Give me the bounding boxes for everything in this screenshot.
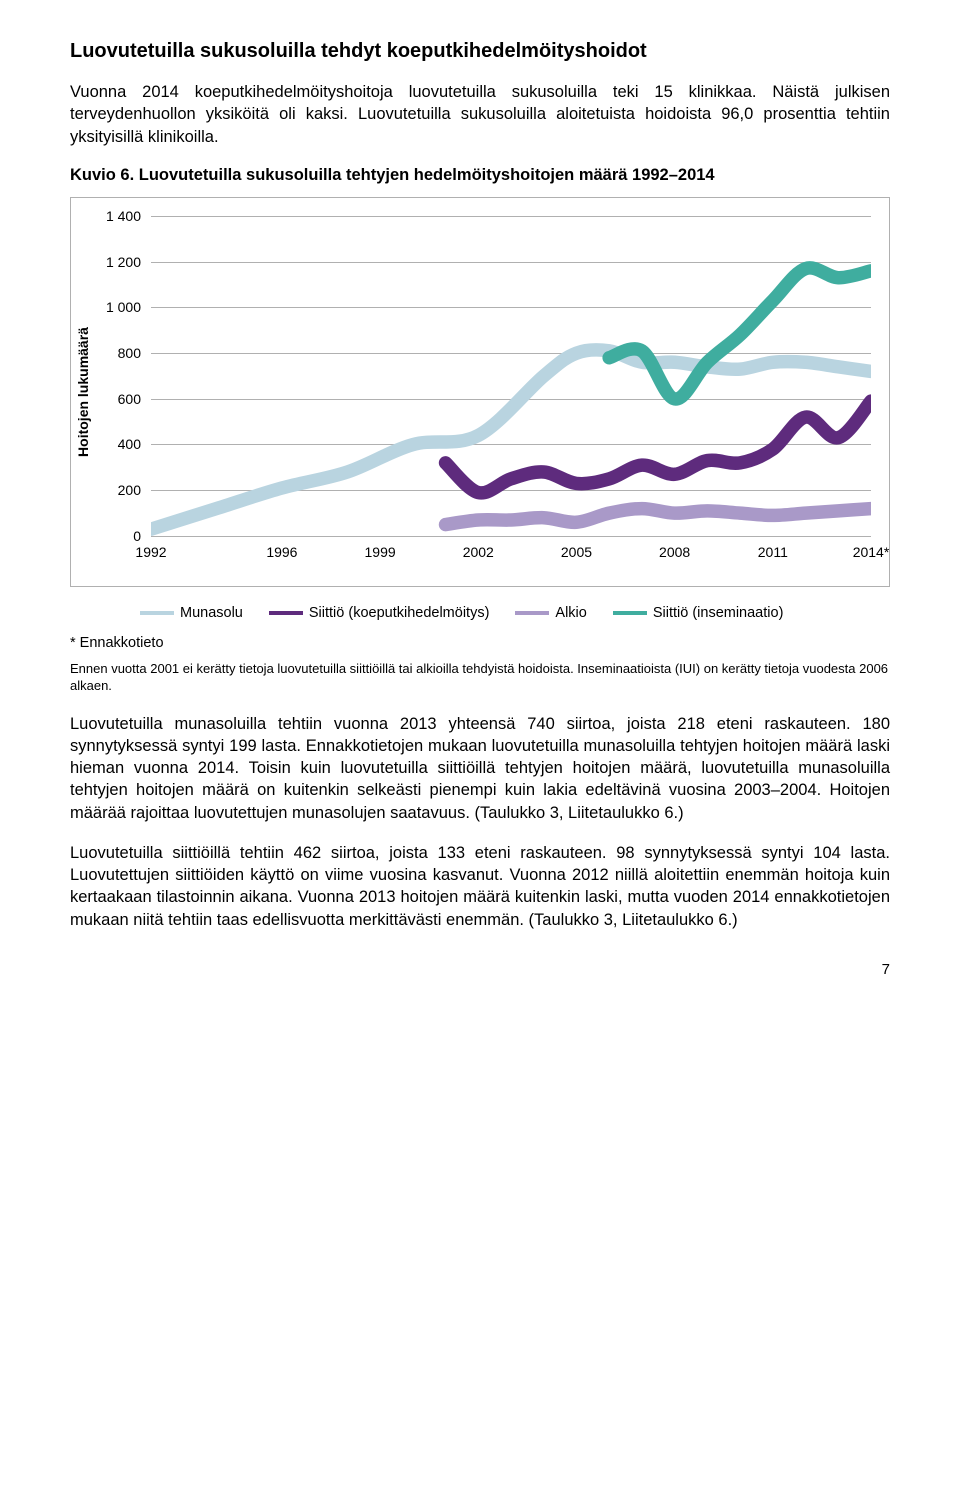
x-tick-label: 2002 [463,544,494,560]
y-tick-label: 200 [91,482,141,498]
chart-title: Kuvio 6. Luovutetuilla sukusoluilla teht… [70,166,890,185]
y-tick-label: 0 [91,528,141,544]
x-tick-label: 1996 [266,544,297,560]
legend-item: Siittiö (koeputkihedelmöitys) [269,605,490,621]
legend-label: Siittiö (koeputkihedelmöitys) [309,605,490,621]
chart-container: Hoitojen lukumäärä 02004006008001 0001 2… [70,197,890,587]
footnote-methodology: Ennen vuotta 2001 ei kerätty tietoja luo… [70,661,890,695]
series-line [151,350,871,529]
series-line [609,268,871,399]
page-number: 7 [70,961,890,978]
x-tick-label: 2011 [758,544,788,560]
intro-paragraph: Vuonna 2014 koeputkihedelmöityshoitoja l… [70,81,890,148]
legend-label: Siittiö (inseminaatio) [653,605,784,621]
x-tick-label: 1999 [365,544,396,560]
y-axis-title: Hoitojen lukumäärä [75,327,91,457]
page-heading: Luovutetuilla sukusoluilla tehdyt koeput… [70,40,890,63]
legend-swatch [140,611,174,615]
y-tick-label: 600 [91,391,141,407]
legend-item: Munasolu [140,605,243,621]
x-tick-label: 2014* [853,544,890,560]
chart-lines [151,216,871,536]
legend-label: Alkio [555,605,586,621]
y-tick-label: 400 [91,436,141,452]
legend-swatch [269,611,303,615]
legend-item: Alkio [515,605,586,621]
series-line [446,508,871,524]
y-tick-label: 1 400 [91,208,141,224]
y-tick-label: 800 [91,345,141,361]
body-paragraph-3: Luovutetuilla siittiöillä tehtiin 462 si… [70,842,890,931]
x-tick-label: 2008 [659,544,690,560]
x-tick-label: 1992 [135,544,166,560]
body-paragraph-2: Luovutetuilla munasoluilla tehtiin vuonn… [70,713,890,824]
legend-swatch [515,611,549,615]
footnote-asterisk: * Ennakkotieto [70,635,890,651]
legend-swatch [613,611,647,615]
legend-item: Siittiö (inseminaatio) [613,605,784,621]
x-tick-label: 2005 [561,544,592,560]
gridline [151,536,871,537]
legend-label: Munasolu [180,605,243,621]
plot-area: 02004006008001 0001 2001 400199219961999… [151,216,871,536]
y-tick-label: 1 000 [91,299,141,315]
chart-legend: Munasolu Siittiö (koeputkihedelmöitys) Alk… [70,605,890,621]
y-tick-label: 1 200 [91,254,141,270]
